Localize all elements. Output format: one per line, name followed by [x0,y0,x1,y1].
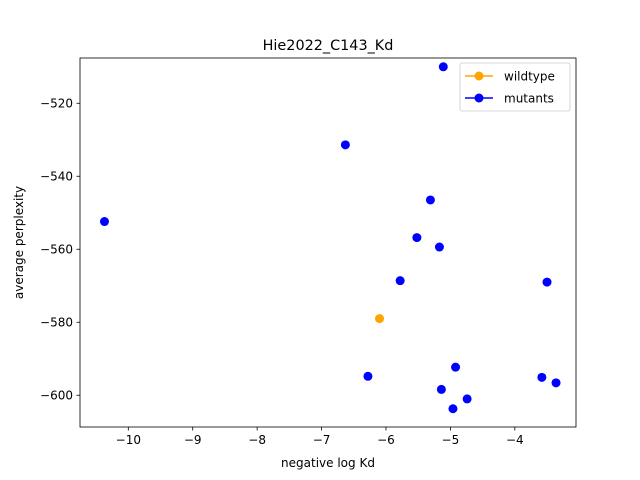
legend-label-wildtype: wildtype [504,69,555,83]
x-tick-label: −5 [442,433,460,447]
mutants-point [99,217,109,227]
mutants-point [462,394,472,404]
legend-box [459,62,571,112]
mutants-point [551,378,561,388]
legend: wildtype mutants [459,62,571,112]
mutants-point [436,384,446,394]
mutants-point [434,242,444,252]
x-tick-label: −6 [377,433,395,447]
x-tick-label: −7 [313,433,331,447]
wildtype-point [375,314,385,324]
x-tick-label: −4 [506,433,524,447]
x-axis-label: negative log Kd [281,456,375,470]
mutants-point [412,233,422,243]
mutants-point [340,140,350,150]
legend-marker-mutants [474,93,484,103]
y-tick-label: −600 [40,389,73,403]
mutants-point [395,276,405,286]
mutants-point [438,62,448,72]
mutants-point [363,371,373,381]
x-axis-ticks: −10 −9 −8 −7 −6 −5 −4 [116,427,524,447]
legend-label-mutants: mutants [504,91,554,105]
mutants-point [542,277,552,287]
y-tick-label: −580 [40,316,73,330]
mutants-point [448,404,458,414]
mutants-point [451,362,461,372]
data-points [99,62,561,414]
mutants-point [537,372,547,382]
x-tick-label: −10 [116,433,141,447]
y-axis-ticks: −600 −580 −560 −540 −520 [40,97,80,403]
mutants-point [425,195,435,205]
plot-area-frame [79,57,577,428]
y-tick-label: −540 [40,170,73,184]
x-tick-label: −9 [184,433,202,447]
chart-title: Hie2022_C143_Kd [263,38,394,54]
legend-marker-wildtype [474,71,484,81]
y-tick-label: −520 [40,97,73,111]
x-tick-label: −8 [248,433,266,447]
y-tick-label: −560 [40,243,73,257]
y-axis-label: average perplexity [12,186,26,299]
